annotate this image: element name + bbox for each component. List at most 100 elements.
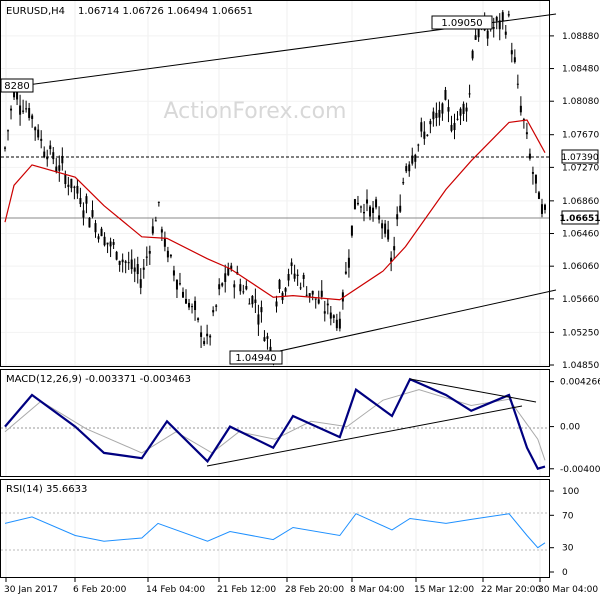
candle-body xyxy=(338,318,341,329)
candle-body xyxy=(519,105,522,113)
candle-body xyxy=(263,337,266,342)
candle-body xyxy=(49,145,52,150)
candle-body xyxy=(501,12,504,21)
candles-group xyxy=(4,10,546,366)
candle-body xyxy=(154,220,157,222)
candle-body xyxy=(145,256,148,258)
candle-body xyxy=(525,132,528,135)
candle-body xyxy=(40,138,43,141)
candle-body xyxy=(441,103,444,114)
grid-lines xyxy=(1,1,549,577)
candle-body xyxy=(185,298,188,304)
candle-body xyxy=(444,89,447,100)
candle-body xyxy=(329,312,332,319)
rsi-axis: 100 70 30 0 xyxy=(549,487,579,578)
candle-body xyxy=(308,293,311,298)
candle-body xyxy=(34,127,37,131)
time-tick-label: 14 Feb 04:00 xyxy=(146,585,205,595)
time-tick-label: 6 Feb 20:00 xyxy=(73,585,127,595)
candle-body xyxy=(335,319,338,329)
candle-body xyxy=(266,336,269,339)
candle-body xyxy=(393,246,396,251)
candle-body xyxy=(22,110,25,112)
price-tick-label: 1.08080 xyxy=(562,97,599,107)
candle-body xyxy=(471,50,474,59)
high-label-box xyxy=(431,15,493,30)
candle-body xyxy=(19,105,22,115)
candle-body xyxy=(58,165,61,171)
candle-body xyxy=(67,184,70,187)
candle-body xyxy=(91,210,94,217)
macd-lower-trendline xyxy=(206,405,523,467)
candle-body xyxy=(311,290,314,295)
rsi-line xyxy=(4,513,546,549)
candle-body xyxy=(405,166,408,172)
candle-body xyxy=(516,83,519,85)
candle-body xyxy=(124,261,127,263)
candle-body xyxy=(227,267,230,276)
price-header-ohlc: 1.06714 1.06726 1.06494 1.06651 xyxy=(78,6,253,17)
candle-body xyxy=(287,274,290,281)
candle-body xyxy=(432,111,435,120)
candle-body xyxy=(76,185,79,194)
candle-body xyxy=(314,298,317,300)
macd-title: MACD(12,26,9) -0.003371 -0.003463 xyxy=(6,374,191,385)
candle-body xyxy=(477,28,480,38)
candle-body xyxy=(290,262,293,266)
high-label: 1.09050 xyxy=(441,18,482,29)
candle-body xyxy=(13,88,16,98)
candle-body xyxy=(420,122,423,132)
price-header-symbol: EURUSD,H4 xyxy=(6,6,65,17)
candle-body xyxy=(356,202,359,205)
candle-body xyxy=(118,260,121,265)
candle-body xyxy=(381,223,384,229)
low-label: 1.04940 xyxy=(235,353,276,364)
candle-body xyxy=(534,174,537,184)
candle-body xyxy=(197,318,200,321)
candle-body xyxy=(31,115,34,119)
candle-body xyxy=(112,242,115,245)
candle-body xyxy=(139,279,142,288)
time-tick-label: 28 Feb 20:00 xyxy=(285,585,344,595)
candle-body xyxy=(181,291,184,298)
candle-body xyxy=(429,121,432,125)
candle-body xyxy=(221,283,224,286)
candle-body xyxy=(245,286,248,290)
candle-body xyxy=(417,144,420,146)
time-tick-label: 15 Mar 12:00 xyxy=(414,585,474,595)
price-axis: 1.08880 1.08480 1.08080 1.07670 1.07270 1.068… xyxy=(549,32,599,371)
candle-body xyxy=(462,103,465,114)
hline-price-label: 1.07390 xyxy=(561,153,598,163)
candle-body xyxy=(411,155,414,164)
candle-body xyxy=(522,119,525,121)
candle-body xyxy=(242,291,245,293)
price-tick-label: 1.06460 xyxy=(562,230,599,240)
candle-body xyxy=(61,155,64,164)
time-tick-label: 21 Feb 12:00 xyxy=(217,585,276,595)
rsi-tick-label: 70 xyxy=(562,511,574,521)
candle-body xyxy=(504,31,507,35)
candle-body xyxy=(106,242,109,245)
candle-body xyxy=(175,279,178,290)
rsi-panel xyxy=(0,479,550,578)
candle-body xyxy=(88,217,91,228)
candle-body xyxy=(378,215,381,220)
candle-body xyxy=(55,166,58,172)
candle-body xyxy=(347,257,350,268)
candle-body xyxy=(100,228,103,237)
candle-body xyxy=(79,198,82,205)
candle-body xyxy=(212,310,215,313)
candle-body xyxy=(498,20,501,30)
candle-body xyxy=(215,305,218,307)
last-price-label: 1.06651 xyxy=(560,214,600,224)
time-axis: 30 Jan 2017 6 Feb 20:00 14 Feb 04:00 21 Feb… xyxy=(4,577,598,595)
macd-axis: 0.004266 0.00 -0.004004 xyxy=(549,378,600,475)
candle-body xyxy=(284,288,287,292)
candle-body xyxy=(375,199,378,208)
candle-body xyxy=(148,250,151,254)
candle-body xyxy=(372,207,375,213)
low-label-box xyxy=(229,350,283,365)
price-tick-label: 1.06060 xyxy=(562,262,599,272)
rsi-tick-label: 30 xyxy=(562,544,574,554)
candle-body xyxy=(344,271,347,274)
